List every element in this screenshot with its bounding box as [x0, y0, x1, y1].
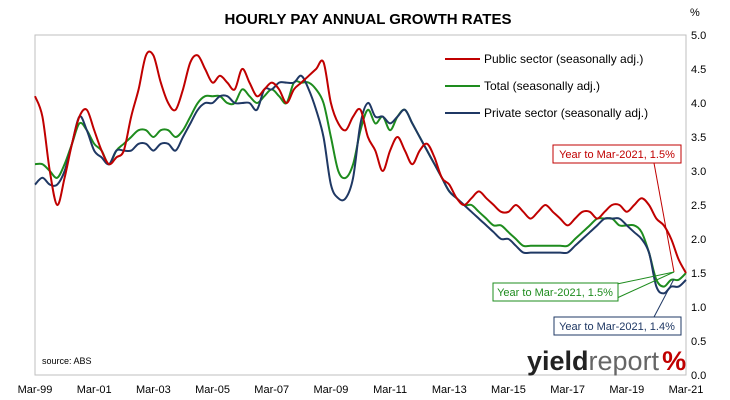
x-tick-label: Mar-07	[254, 384, 289, 396]
x-tick-label: Mar-01	[77, 384, 112, 396]
y-tick-label: 4.0	[691, 98, 706, 110]
legend-label-private: Private sector (seasonally adj.)	[484, 106, 648, 120]
x-tick-label: Mar-13	[432, 384, 467, 396]
y-tick-label: 5.0	[691, 30, 706, 42]
x-tick-label: Mar-17	[550, 384, 585, 396]
y-tick-label: 3.5	[691, 132, 706, 144]
plot-area	[34, 34, 687, 376]
logo-part-yield: yield	[527, 346, 589, 376]
y-tick-label: 0.0	[691, 370, 706, 382]
y-tick-label: 1.0	[691, 302, 706, 314]
logo-part-report: report	[589, 346, 660, 376]
private-sector-line	[34, 74, 687, 295]
y-axis-unit: %	[690, 7, 700, 19]
x-tick-label: Mar-05	[195, 384, 230, 396]
source-note: source: ABS	[42, 356, 92, 366]
legend-label-public: Public sector (seasonally adj.)	[484, 52, 643, 66]
y-tick-label: 2.5	[691, 200, 706, 212]
legend-label-total: Total (seasonally adj.)	[484, 79, 600, 93]
yieldreport-logo: yieldreport%	[527, 346, 686, 376]
annotation-total: Year to Mar-2021, 1.5%	[492, 271, 675, 302]
annotation-public: Year to Mar-2021, 1.5%	[552, 144, 682, 273]
x-tick-label: Mar-21	[669, 384, 704, 396]
y-tick-label: 1.5	[691, 268, 706, 280]
x-tick-label: Mar-99	[18, 384, 53, 396]
annotation-private-text: Year to Mar-2021, 1.4%	[559, 321, 675, 333]
y-tick-label: 0.5	[691, 336, 706, 348]
series-lines	[34, 50, 687, 295]
x-axis: Mar-99 Mar-01 Mar-03 Mar-05 Mar-07 Mar-09 Mar-…	[18, 384, 704, 396]
annotation-private: Year to Mar-2021, 1.4%	[553, 278, 682, 336]
svg-text:yieldreport%: yieldreport%	[527, 346, 686, 376]
legend: Public sector (seasonally adj.) Total (s…	[445, 52, 648, 120]
y-tick-label: 3.0	[691, 166, 706, 178]
x-tick-label: Mar-09	[313, 384, 348, 396]
annotation-public-text: Year to Mar-2021, 1.5%	[559, 149, 675, 161]
x-tick-label: Mar-03	[136, 384, 171, 396]
total-line	[34, 80, 687, 288]
x-tick-label: Mar-15	[491, 384, 526, 396]
annotation-total-text: Year to Mar-2021, 1.5%	[497, 287, 613, 299]
y-tick-label: 4.5	[691, 64, 706, 76]
chart-title: HOURLY PAY ANNUAL GROWTH RATES	[225, 11, 512, 28]
public-sector-line	[34, 50, 687, 274]
x-tick-label: Mar-19	[609, 384, 644, 396]
x-tick-label: Mar-11	[373, 384, 407, 396]
y-axis: 0.0 0.5 1.0 1.5 2.0 2.5 3.0 3.5 4.0 4.5 5.0	[691, 30, 706, 382]
y-tick-label: 2.0	[691, 234, 706, 246]
logo-part-percent: %	[662, 346, 686, 376]
